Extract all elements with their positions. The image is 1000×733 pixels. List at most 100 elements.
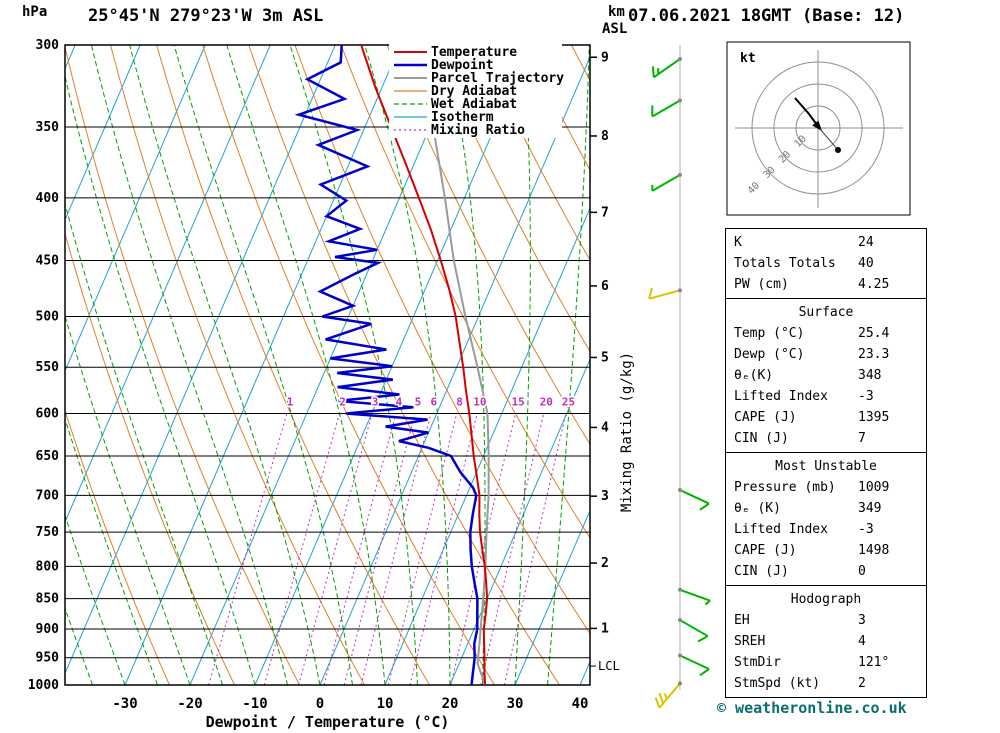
stat-row: CAPE (J) 1395 <box>726 407 926 428</box>
stat-row: θₑ (K) 349 <box>726 498 926 519</box>
stat-row: CIN (J) 7 <box>726 428 926 449</box>
stat-label: Dewp (°C) <box>734 347 805 362</box>
parcel-trajectory-curve <box>418 45 490 685</box>
table-section-header: Most Unstable <box>775 459 877 474</box>
stat-label: CAPE (J) <box>734 410 797 425</box>
stat-label: CIN (J) <box>734 564 789 579</box>
svg-text:4: 4 <box>601 420 609 435</box>
svg-text:3: 3 <box>372 396 379 409</box>
hodograph-table: Hodograph EH 3 SREH 4 StmDir 121° StmSpd (kt) 2 <box>725 585 927 698</box>
svg-text:400: 400 <box>36 191 60 206</box>
stat-row: SREH 4 <box>726 631 926 652</box>
svg-text:6: 6 <box>601 279 609 294</box>
copyright-text: © weatheronline.co.uk <box>717 699 907 717</box>
stat-label: StmSpd (kt) <box>734 676 821 691</box>
wind-barb <box>651 173 681 192</box>
table-section-header: Surface <box>798 305 854 320</box>
stat-row: K 24 <box>726 232 926 253</box>
svg-text:30: 30 <box>507 696 524 712</box>
svg-text:5: 5 <box>601 350 609 365</box>
wind-barb <box>679 619 709 637</box>
stat-row: Temp (°C) 25.4 <box>726 323 926 344</box>
svg-text:Parcel Trajectory: Parcel Trajectory <box>431 71 564 86</box>
stat-label: StmDir <box>734 655 781 670</box>
svg-text:9: 9 <box>601 50 609 65</box>
stat-value: 2 <box>858 676 866 691</box>
stat-label: EH <box>734 613 750 628</box>
svg-text:Temperature: Temperature <box>431 45 517 60</box>
svg-text:kt: kt <box>740 51 756 66</box>
svg-text:500: 500 <box>36 310 60 325</box>
stat-label: θₑ (K) <box>734 501 781 516</box>
svg-text:20: 20 <box>540 396 553 409</box>
stat-row: θₑ(K) 348 <box>726 365 926 386</box>
stat-value: 0 <box>858 564 866 579</box>
wind-barb <box>658 682 681 709</box>
svg-text:8: 8 <box>456 396 463 409</box>
stat-label: Temp (°C) <box>734 326 805 341</box>
svg-text:Dewpoint / Temperature (°C): Dewpoint / Temperature (°C) <box>206 713 450 731</box>
wind-barb <box>653 58 681 79</box>
surface-table: Surface Temp (°C) 25.4 Dewp (°C) 23.3 θₑ(K) 34… <box>725 298 927 453</box>
stat-value: -3 <box>858 522 874 537</box>
stat-row: Lifted Index -3 <box>726 386 926 407</box>
svg-text:8: 8 <box>601 129 609 144</box>
stat-row: Dewp (°C) 23.3 <box>726 344 926 365</box>
stat-value: 3 <box>858 613 866 628</box>
stat-value: 121° <box>858 655 890 670</box>
svg-text:-20: -20 <box>177 696 202 712</box>
stat-label: CIN (J) <box>734 431 789 446</box>
wind-barb <box>679 654 710 670</box>
svg-text:10: 10 <box>377 696 394 712</box>
stat-label: Totals Totals <box>734 256 836 271</box>
svg-text:15: 15 <box>512 396 525 409</box>
wind-barb <box>648 289 681 300</box>
svg-text:3: 3 <box>601 489 609 504</box>
svg-text:550: 550 <box>36 360 60 375</box>
stat-label: K <box>734 235 742 250</box>
svg-text:7: 7 <box>601 205 609 220</box>
stat-row: EH 3 <box>726 610 926 631</box>
svg-text:25: 25 <box>562 396 575 409</box>
svg-text:-10: -10 <box>242 696 267 712</box>
wind-barb <box>651 99 681 118</box>
wind-barb-column <box>648 45 711 709</box>
svg-text:40: 40 <box>572 696 589 712</box>
svg-text:450: 450 <box>36 254 60 269</box>
svg-text:10: 10 <box>473 396 486 409</box>
stat-value: 23.3 <box>858 347 890 362</box>
svg-text:-30: -30 <box>112 696 137 712</box>
svg-text:Mixing Ratio (g/kg): Mixing Ratio (g/kg) <box>619 352 635 512</box>
stat-row: StmDir 121° <box>726 652 926 673</box>
wind-barb <box>679 588 711 602</box>
svg-text:800: 800 <box>36 559 60 574</box>
stat-value: 4 <box>858 634 866 649</box>
svg-text:750: 750 <box>36 525 60 540</box>
datetime-title: 07.06.2021 18GMT (Base: 12) <box>628 6 905 26</box>
svg-text:ASL: ASL <box>602 21 627 37</box>
stat-row: PW (cm) 4.25 <box>726 274 926 295</box>
stat-label: CAPE (J) <box>734 543 797 558</box>
stat-value: 349 <box>858 501 882 516</box>
svg-text:300: 300 <box>36 38 60 53</box>
stat-row: CIN (J) 0 <box>726 561 926 582</box>
stat-row: Pressure (mb) 1009 <box>726 477 926 498</box>
svg-text:1: 1 <box>287 396 294 409</box>
stat-label: Lifted Index <box>734 522 828 537</box>
svg-text:950: 950 <box>36 651 60 666</box>
stat-value: 4.25 <box>858 277 890 292</box>
svg-text:20: 20 <box>442 696 459 712</box>
svg-text:Dry Adiabat: Dry Adiabat <box>431 84 517 99</box>
svg-text:4: 4 <box>396 396 403 409</box>
stat-value: -3 <box>858 389 874 404</box>
stat-row: Totals Totals 40 <box>726 253 926 274</box>
temperature-axis: -30 -20 -10 0 10 20 30 40 Dewpoint / Temperature… <box>112 696 588 731</box>
svg-text:600: 600 <box>36 406 60 421</box>
svg-text:1000: 1000 <box>28 678 59 693</box>
svg-text:850: 850 <box>36 592 60 607</box>
svg-text:Mixing Ratio: Mixing Ratio <box>431 123 525 138</box>
indices-table: K 24 Totals Totals 40 PW (cm) 4.25 <box>725 228 927 299</box>
